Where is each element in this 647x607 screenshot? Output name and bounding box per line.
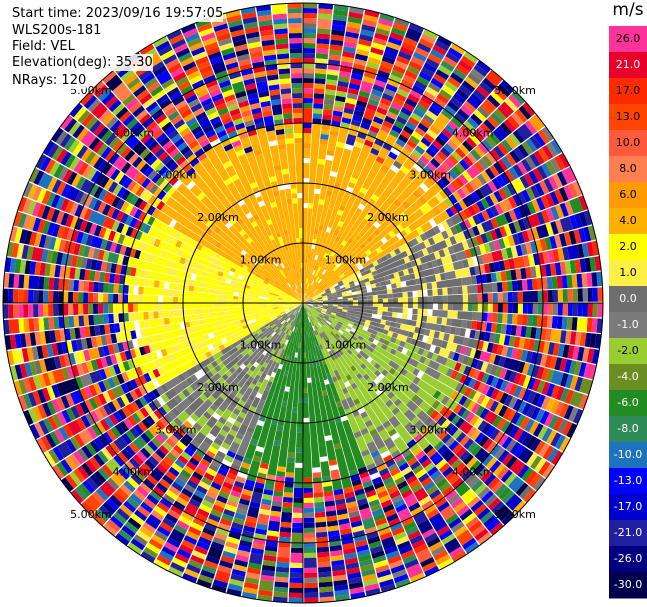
colorbar-segment (609, 390, 647, 417)
range-ring-label: 3.00km (155, 169, 197, 182)
colorbar-segment (609, 286, 647, 313)
range-ring-label: 1.00km (240, 254, 282, 267)
colorbar-tick-label: 4.0 (619, 214, 637, 227)
velocity-gates (9, 13, 572, 587)
colorbar-segment (609, 442, 647, 469)
range-ring-label: 3.00km (410, 169, 452, 182)
colorbar-segment (609, 338, 647, 365)
colorbar-tick-label: -4.0 (617, 370, 638, 383)
colorbar-tick-label: 10.0 (616, 136, 641, 149)
colorbar-tick-label: 8.0 (619, 162, 637, 175)
range-ring-label: 4.00km (452, 466, 494, 479)
range-ring-label: 5.00km (494, 84, 536, 97)
colorbar-segment (609, 494, 647, 521)
range-ring-label: 5.00km (494, 508, 536, 521)
colorbar-tick-label: -8.0 (617, 422, 638, 435)
colorbar-segment (609, 520, 647, 547)
colorbar-tick-label: -17.0 (614, 500, 642, 513)
colorbar-tick-label: 6.0 (619, 188, 637, 201)
colorbar-tick-label: 0.0 (619, 292, 637, 305)
colorbar-unit: m/s (612, 0, 644, 20)
range-ring-label: 1.00km (240, 338, 282, 351)
range-ring-label: 3.00km (410, 423, 452, 436)
velocity-gates (8, 23, 602, 597)
colorbar-segment (609, 234, 647, 261)
velocity-rays (3, 3, 604, 604)
colorbar-segment (609, 416, 647, 443)
range-ring-label: 1.00km (325, 254, 367, 267)
colorbar-tick-label: 17.0 (616, 84, 641, 97)
colorbar-tick-label: -30.0 (614, 578, 642, 591)
colorbar-segment (609, 468, 647, 495)
colorbar-tick-label: 21.0 (616, 58, 641, 71)
colorbar-segment (609, 130, 647, 157)
colorbar-segment (609, 546, 647, 573)
range-ring-label: 4.00km (452, 126, 494, 139)
azimuth-spokes (3, 3, 603, 603)
colorbar-tick-label: 13.0 (616, 110, 641, 123)
velocity-gates (22, 6, 588, 583)
velocity-gates (14, 9, 597, 570)
colorbar-segment (609, 104, 647, 131)
start-time-label: Start time: 2023/09/16 19:57:05 (12, 5, 224, 22)
velocity-gates (8, 9, 602, 604)
colorbar-segment (609, 78, 647, 105)
range-ring-label: 2.00km (197, 381, 239, 394)
colorbar-tick-label: -2.0 (617, 344, 638, 357)
colorbar-segment (609, 52, 647, 79)
colorbar-segment (609, 156, 647, 183)
range-ring-label: 3.00km (155, 423, 197, 436)
field-label: Field: VEL (12, 38, 75, 55)
colorbar-tick-label: 26.0 (616, 32, 641, 45)
colorbar-segment (609, 312, 647, 339)
colorbar-tick-label: -13.0 (614, 474, 642, 487)
colorbar: 26.0 21.0 17.0 13.0 10.0 8.0 6.0 4.0 2.0 1.0 0.0 -1… (609, 26, 647, 599)
range-ring-label: 5.00km (70, 508, 112, 521)
colorbar-tick-label: -10.0 (614, 448, 642, 461)
velocity-gates (34, 17, 568, 547)
colorbar-tick-label: -6.0 (617, 396, 638, 409)
velocity-gates (16, 13, 547, 583)
colorbar-tick-label: -21.0 (614, 526, 642, 539)
range-ring-label: 1.00km (325, 338, 367, 351)
colorbar-segment (609, 26, 647, 53)
colorbar-segment (609, 208, 647, 235)
colorbar-tick-label: -1.0 (617, 318, 638, 331)
instrument-label: WLS200s-181 (12, 22, 102, 39)
velocity-gates (8, 11, 600, 597)
colorbar-segment (609, 572, 647, 599)
nrays-label: NRays: 120 (12, 72, 87, 89)
colorbar-tick-label: 2.0 (619, 240, 637, 253)
range-ring-labels: 1.00km 1.00km 1.00km 1.00km 2.00km 2.00km 2.00… (70, 84, 536, 521)
colorbar-tick-label: 1.0 (619, 266, 637, 279)
colorbar-segment (609, 182, 647, 209)
range-ring-label: 2.00km (367, 211, 409, 224)
range-ring-label: 4.00km (113, 466, 155, 479)
colorbar-tick-label: -26.0 (614, 552, 642, 565)
velocity-gates (6, 9, 579, 595)
colorbar-segment (609, 364, 647, 391)
colorbar-segment (609, 260, 647, 287)
range-ring-label: 2.00km (367, 381, 409, 394)
elevation-label: Elevation(deg): 35.30 (12, 54, 153, 71)
range-ring-label: 2.00km (197, 211, 239, 224)
range-ring-label: 4.00km (113, 126, 155, 139)
velocity-gates (4, 3, 600, 592)
